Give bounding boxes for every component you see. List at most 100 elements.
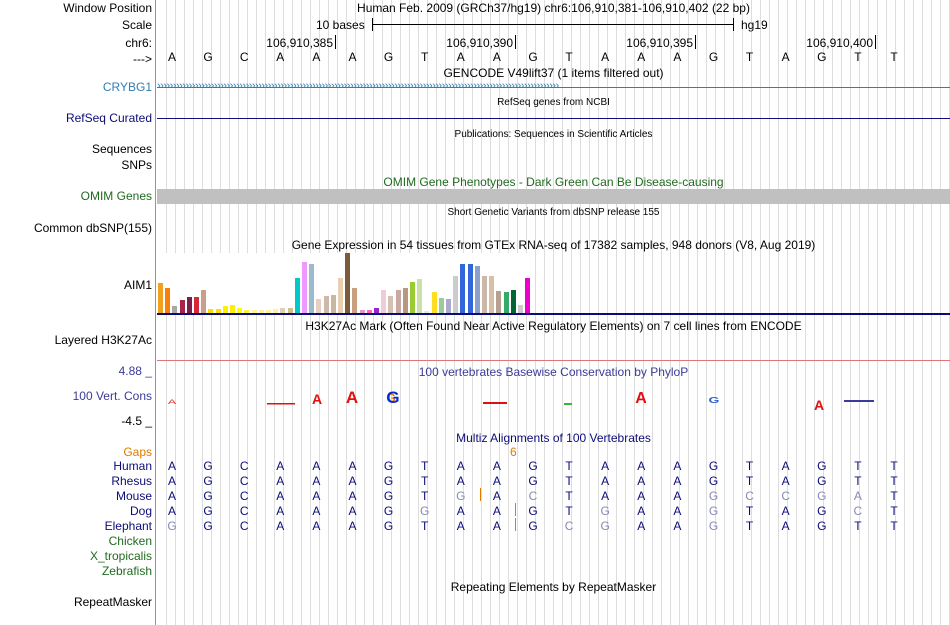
gtex-tissue-bar[interactable] — [460, 264, 466, 313]
reference-base[interactable]: A — [456, 50, 465, 64]
gtex-tissue-bar[interactable] — [424, 311, 430, 313]
gtex-tissue-bar[interactable] — [222, 306, 228, 313]
gtex-tissue-bar[interactable] — [251, 310, 257, 313]
gtex-tissue-bar[interactable] — [309, 264, 315, 313]
reference-base[interactable]: G — [383, 50, 394, 64]
species-label[interactable]: Zebrafish — [101, 564, 152, 578]
reference-base[interactable]: G — [708, 50, 719, 64]
reference-base[interactable]: A — [601, 50, 610, 64]
gtex-tissue-bar[interactable] — [294, 278, 300, 313]
gtex-tissue-bar[interactable] — [402, 288, 408, 313]
reference-base[interactable]: A — [673, 50, 682, 64]
gtex-tissue-bar[interactable] — [266, 310, 271, 313]
h3k27ac-track-label[interactable]: Layered H3K27Ac — [54, 333, 152, 347]
gtex-tissue-bar[interactable] — [366, 310, 372, 313]
gtex-tissue-bar[interactable] — [496, 291, 502, 313]
gtex-tissue-bar[interactable] — [244, 310, 250, 313]
gtex-tissue-bar[interactable] — [417, 279, 423, 313]
gtex-tissue-bar[interactable] — [467, 264, 473, 313]
gtex-tissue-bar[interactable] — [323, 296, 329, 313]
reference-base[interactable]: T — [421, 50, 429, 64]
omim-track-label[interactable]: OMIM Genes — [80, 189, 152, 203]
reference-base[interactable]: A — [276, 50, 285, 64]
omim-feature-bar[interactable] — [157, 189, 950, 204]
gtex-tissue-bar[interactable] — [374, 308, 379, 313]
gtex-tissue-bar[interactable] — [201, 290, 207, 313]
reference-base[interactable]: G — [528, 50, 538, 64]
gtex-tissue-bar[interactable] — [525, 278, 531, 313]
gtex-tissue-bar[interactable] — [503, 292, 509, 313]
reference-base[interactable]: A — [637, 50, 646, 64]
gtex-tissue-bar[interactable] — [316, 299, 322, 313]
gtex-tissue-bar[interactable] — [345, 253, 351, 313]
gtex-tissue-bar[interactable] — [330, 295, 336, 313]
sequences-track-label[interactable]: Sequences — [91, 142, 152, 156]
reference-base[interactable]: A — [312, 50, 321, 64]
gtex-tissue-bar[interactable] — [510, 290, 516, 313]
gtex-tissue-bar[interactable] — [165, 288, 171, 313]
species-base: T — [890, 504, 898, 518]
gtex-tissue-bar[interactable] — [158, 283, 163, 313]
gtex-tissue-bar[interactable] — [410, 282, 415, 313]
gtex-gene-label[interactable]: AIM1 — [123, 278, 152, 292]
gtex-tissue-bar[interactable] — [287, 308, 293, 313]
gtex-tissue-bar[interactable] — [273, 309, 279, 313]
gtex-tissue-bar[interactable] — [482, 276, 487, 313]
reference-base[interactable]: C — [239, 50, 249, 64]
reference-base[interactable]: A — [167, 50, 176, 64]
gtex-tissue-bar[interactable] — [489, 276, 495, 313]
gaps-track-label[interactable]: Gaps — [123, 445, 152, 459]
repeatmasker-track-label[interactable]: RepeatMasker — [73, 595, 152, 609]
gtex-tissue-bar[interactable] — [474, 266, 480, 313]
gtex-tissue-bar[interactable] — [179, 300, 185, 313]
gtex-tissue-bar[interactable] — [194, 297, 199, 313]
gtex-tissue-bar[interactable] — [208, 309, 214, 313]
gtex-tissue-bar[interactable] — [395, 290, 401, 313]
gtex-tissue-bar[interactable] — [352, 288, 358, 313]
reference-base[interactable]: A — [348, 50, 357, 64]
species-label[interactable]: X_tropicalis — [89, 549, 152, 563]
gtex-tissue-bar[interactable] — [280, 308, 286, 313]
gtex-tissue-bar[interactable] — [258, 310, 264, 313]
refseq-track-label[interactable]: RefSeq Curated — [65, 111, 152, 125]
reference-base[interactable]: G — [203, 50, 213, 64]
reference-base[interactable]: T — [890, 50, 898, 64]
gtex-tissue-bar[interactable] — [230, 305, 235, 313]
gtex-tissue-bar[interactable] — [388, 296, 394, 313]
gtex-tissue-bar[interactable] — [381, 290, 387, 313]
reference-base[interactable]: T — [745, 50, 754, 64]
gtex-tissue-bar[interactable] — [438, 298, 444, 313]
species-label[interactable]: Dog — [129, 504, 152, 518]
refseq-transcript-line[interactable] — [157, 118, 950, 119]
reference-base[interactable]: G — [817, 50, 827, 64]
gap-count[interactable]: 6 — [510, 445, 517, 459]
reference-base[interactable]: T — [565, 50, 573, 64]
gtex-tissue-bar[interactable] — [215, 309, 221, 313]
gtex-tissue-bar[interactable] — [186, 297, 192, 313]
phylop-track-label[interactable]: 100 Vert. Cons — [72, 389, 152, 403]
gencode-gene-label[interactable]: CRYBG1 — [102, 80, 152, 94]
gtex-tissue-bar[interactable] — [518, 305, 523, 313]
reference-base[interactable]: A — [781, 50, 790, 64]
scale-bar-right-tick — [733, 18, 734, 31]
dbsnp-track-label[interactable]: Common dbSNP(155) — [33, 221, 152, 235]
gtex-tissue-bar[interactable] — [338, 278, 343, 313]
gtex-tissue-bar[interactable] — [446, 299, 451, 313]
reference-base[interactable]: T — [854, 50, 862, 64]
gencode-transcript-line[interactable] — [157, 87, 950, 88]
species-label[interactable]: Mouse — [115, 489, 152, 503]
gtex-tissue-bar[interactable] — [359, 310, 365, 313]
species-label[interactable]: Rhesus — [111, 474, 152, 488]
reference-base[interactable]: A — [492, 50, 501, 64]
window-position-label: Window Position — [63, 1, 152, 15]
gtex-tissue-bar[interactable] — [172, 306, 178, 313]
gtex-tissue-bar[interactable] — [431, 292, 437, 313]
gtex-tissue-bar[interactable] — [302, 262, 307, 313]
species-label[interactable]: Human — [113, 459, 152, 473]
species-label[interactable]: Chicken — [108, 534, 152, 548]
phylop-logo[interactable]: A A A G G A G A — [157, 388, 950, 418]
gtex-tissue-bar[interactable] — [453, 276, 459, 313]
species-label[interactable]: Elephant — [104, 519, 152, 533]
snps-track-label[interactable]: SNPs — [121, 158, 152, 172]
gtex-tissue-bar[interactable] — [237, 308, 243, 313]
